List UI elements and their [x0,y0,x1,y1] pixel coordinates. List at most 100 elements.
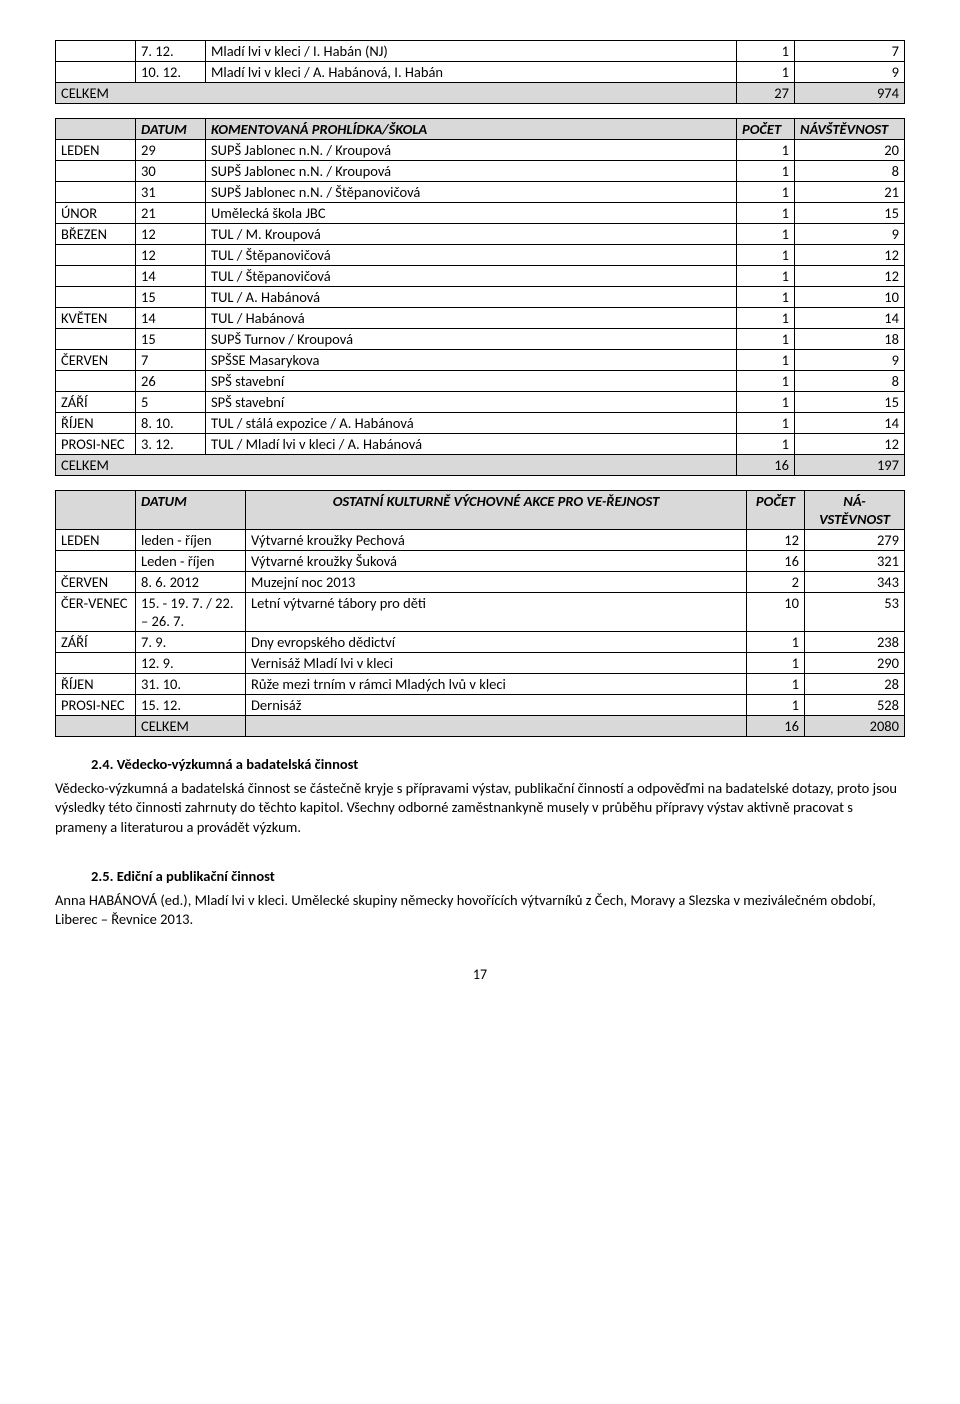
cell: 238 [805,632,905,653]
table-row: CELKEM16197 [56,455,905,476]
cell: 16 [747,716,805,737]
cell: 343 [805,572,905,593]
table-row: 31SUPŠ Jablonec n.N. / Štěpanovičová121 [56,182,905,203]
cell: ČERVEN [56,350,136,371]
cell: 9 [795,62,905,83]
cell [56,182,136,203]
cell: Muzejní noc 2013 [246,572,747,593]
cell: 26 [136,371,206,392]
cell: 1 [737,413,795,434]
section-2-5-body: Anna HABÁNOVÁ (ed.), Mladí lvi v kleci. … [55,891,905,930]
table-row: 10. 12.Mladí lvi v kleci / A. Habánová, … [56,62,905,83]
table-row: ČERVEN7SPŠSE Masarykova19 [56,350,905,371]
cell: Dny evropského dědictví [246,632,747,653]
cell: ÚNOR [56,203,136,224]
table-row: BŘEZEN12TUL / M. Kroupová19 [56,224,905,245]
cell: TUL / Habánová [206,308,737,329]
cell: Leden - říjen [136,551,246,572]
cell: 20 [795,140,905,161]
table-row: LEDENleden - říjenVýtvarné kroužky Pecho… [56,530,905,551]
cell [56,716,136,737]
cell: 1 [737,371,795,392]
cell: ČER-VENEC [56,593,136,632]
cell: 1 [737,161,795,182]
table-row: LEDEN29SUPŠ Jablonec n.N. / Kroupová120 [56,140,905,161]
cell: ŘÍJEN [56,674,136,695]
cell [56,551,136,572]
table-row: PROSI-NEC15. 12.Dernisáž1528 [56,695,905,716]
cell: 16 [747,551,805,572]
cell: 1 [747,632,805,653]
cell [56,41,136,62]
cell: 15 [136,329,206,350]
cell [56,287,136,308]
cell: 21 [795,182,905,203]
cell: 3. 12. [136,434,206,455]
table-row: KVĚTEN14TUL / Habánová114 [56,308,905,329]
cell: 290 [805,653,905,674]
cell: 29 [136,140,206,161]
cell: 1 [737,182,795,203]
cell: 7. 9. [136,632,246,653]
t3-h4: POČET [747,491,805,530]
t3-h5: NÁ-VSTĚVNOST [805,491,905,530]
cell [246,716,747,737]
cell: SPŠSE Masarykova [206,350,737,371]
cell [56,653,136,674]
table-row: CELKEM 162080 [56,716,905,737]
cell: 5 [136,392,206,413]
cell: 8. 10. [136,413,206,434]
cell: 1 [737,392,795,413]
table-row: 7. 12.Mladí lvi v kleci / I. Habán (NJ)1… [56,41,905,62]
cell: 16 [737,455,795,476]
table-row: 15SUPŠ Turnov / Kroupová118 [56,329,905,350]
section-2-4-title: 2.4. Vědecko-výzkumná a badatelská činno… [55,755,905,775]
cell: leden - říjen [136,530,246,551]
cell: 2080 [805,716,905,737]
cell: 10 [795,287,905,308]
cell: 30 [136,161,206,182]
table-row: ZÁŘÍ5SPŠ stavební115 [56,392,905,413]
cell: 1 [737,203,795,224]
cell: 28 [805,674,905,695]
t2-h4: POČET [737,119,795,140]
cell: 12 [136,224,206,245]
table-row: 15TUL / A. Habánová110 [56,287,905,308]
table-3: DATUM OSTATNÍ KULTURNĚ VÝCHOVNÉ AKCE PRO… [55,490,905,737]
table-row: Leden - říjenVýtvarné kroužky Šuková1632… [56,551,905,572]
cell: 8 [795,161,905,182]
table-row: 12TUL / Štěpanovičová112 [56,245,905,266]
cell: 15. 12. [136,695,246,716]
cell: ČERVEN [56,572,136,593]
cell: 197 [795,455,905,476]
section-2-5-title: 2.5. Ediční a publikační činnost [55,867,905,887]
cell: PROSI-NEC [56,695,136,716]
t2-h1 [56,119,136,140]
cell: Výtvarné kroužky Šuková [246,551,747,572]
cell: CELKEM [56,83,737,104]
cell: ZÁŘÍ [56,632,136,653]
cell: 1 [737,308,795,329]
cell: CELKEM [136,716,246,737]
cell: 14 [136,308,206,329]
cell [56,266,136,287]
cell: SUPŠ Jablonec n.N. / Štěpanovičová [206,182,737,203]
cell: 1 [747,653,805,674]
cell: 1 [737,329,795,350]
cell: 31. 10. [136,674,246,695]
cell: ZÁŘÍ [56,392,136,413]
cell: LEDEN [56,140,136,161]
cell: CELKEM [56,455,737,476]
cell: 1 [737,140,795,161]
cell: 8. 6. 2012 [136,572,246,593]
cell: 1 [737,62,795,83]
cell: 7. 12. [136,41,206,62]
cell [56,62,136,83]
cell: 12 [795,434,905,455]
cell: 14 [136,266,206,287]
cell: 528 [805,695,905,716]
table-row: ČERVEN8. 6. 2012Muzejní noc 20132343 [56,572,905,593]
cell: TUL / stálá expozice / A. Habánová [206,413,737,434]
cell: 1 [747,695,805,716]
cell: BŘEZEN [56,224,136,245]
